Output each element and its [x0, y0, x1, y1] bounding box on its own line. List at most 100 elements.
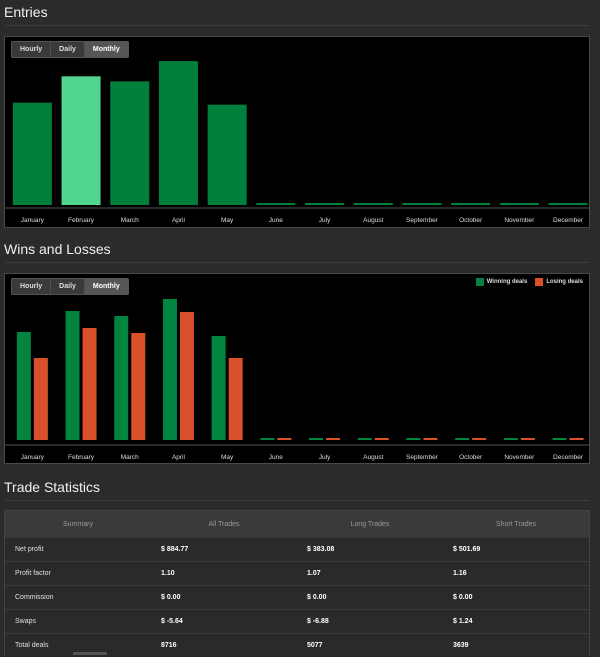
row-label: Commission — [5, 586, 151, 610]
tick-label-march: March — [121, 217, 139, 224]
win-bar-february — [66, 311, 80, 440]
bar-march — [110, 81, 149, 205]
loss-bar-march — [131, 333, 145, 440]
row-label: Swaps — [5, 610, 151, 634]
cell-short: $ 0.00 — [443, 586, 589, 610]
table-row: Commission $ 0.00 $ 0.00 $ 0.00 — [5, 586, 589, 610]
divider — [4, 500, 590, 501]
cell-short: 3639 — [443, 634, 589, 657]
cell-long: 1.07 — [297, 562, 443, 586]
tick-label-june: June — [269, 217, 283, 224]
cell-all: $ 884.77 — [151, 538, 297, 562]
row-label: Profit factor — [5, 562, 151, 586]
loss-bar-may — [229, 358, 243, 440]
tick-label-july: July — [319, 217, 331, 224]
tick-label-april: April — [172, 454, 186, 461]
tick-label-november: November — [504, 454, 535, 461]
loss-bar-november — [521, 438, 535, 440]
tick-label-january: January — [21, 217, 45, 224]
divider — [4, 25, 590, 26]
bar-february — [62, 76, 101, 205]
cell-long: $ 0.00 — [297, 586, 443, 610]
win-bar-march — [114, 316, 128, 440]
cell-all: 1.10 — [151, 562, 297, 586]
table-row: Profit factor 1.10 1.07 1.16 — [5, 562, 589, 586]
win-bar-august — [358, 438, 372, 440]
loss-bar-december — [570, 438, 584, 440]
wins-losses-bar-chart: January February March April May June July Augu… — [5, 274, 589, 463]
cell-short: $ 501.69 — [443, 538, 589, 562]
cell-long: 5077 — [297, 634, 443, 657]
bar-september — [402, 203, 441, 205]
bar-january — [13, 103, 52, 205]
cell-all: $ 0.00 — [151, 586, 297, 610]
trade-statistics-table: Summary All Trades Long Trades Short Tra… — [5, 511, 589, 657]
win-bar-january — [17, 332, 31, 440]
wins-losses-title: Wins and Losses — [4, 241, 111, 257]
bar-june — [256, 203, 295, 205]
tick-label-august: August — [363, 454, 383, 461]
bar-august — [354, 203, 393, 205]
tick-label-october: October — [459, 217, 483, 224]
tick-label-august: August — [363, 217, 383, 224]
table-header-row: Summary All Trades Long Trades Short Tra… — [5, 511, 589, 538]
win-bar-november — [504, 438, 518, 440]
loss-bar-july — [326, 438, 340, 440]
loss-bar-january — [34, 358, 48, 440]
trade-statistics-title: Trade Statistics — [4, 479, 100, 495]
tick-label-september: September — [406, 217, 439, 224]
tick-label-december: December — [553, 454, 584, 461]
win-bar-may — [212, 336, 226, 440]
win-bar-june — [260, 438, 274, 440]
bar-july — [305, 203, 344, 205]
tick-label-march: March — [121, 454, 139, 461]
tick-label-june: June — [269, 454, 283, 461]
win-bar-july — [309, 438, 323, 440]
header-short-trades: Short Trades — [443, 511, 589, 538]
win-bar-december — [553, 438, 567, 440]
table-row: Net profit $ 884.77 $ 383.08 $ 501.69 — [5, 538, 589, 562]
tick-label-may: May — [221, 454, 234, 461]
cell-long: $ -6.88 — [297, 610, 443, 634]
row-label: Net profit — [5, 538, 151, 562]
loss-bar-october — [472, 438, 486, 440]
table-row: Swaps $ -5.64 $ -6.88 $ 1.24 — [5, 610, 589, 634]
tick-label-may: May — [221, 217, 234, 224]
tick-label-october: October — [459, 454, 483, 461]
loss-bar-april — [180, 312, 194, 440]
trade-statistics-panel: Summary All Trades Long Trades Short Tra… — [4, 510, 590, 656]
cell-all: $ -5.64 — [151, 610, 297, 634]
tick-label-december: December — [553, 217, 584, 224]
win-bar-september — [406, 438, 420, 440]
loss-bar-june — [277, 438, 291, 440]
divider — [4, 262, 590, 263]
loss-bar-september — [423, 438, 437, 440]
loss-bar-february — [83, 328, 97, 440]
bar-october — [451, 203, 490, 205]
tick-label-february: February — [68, 217, 95, 224]
tick-label-april: April — [172, 217, 186, 224]
cell-all: 8716 — [151, 634, 297, 657]
tick-label-july: July — [319, 454, 331, 461]
entries-title: Entries — [4, 4, 48, 20]
win-bar-october — [455, 438, 469, 440]
cell-short: $ 1.24 — [443, 610, 589, 634]
header-long-trades: Long Trades — [297, 511, 443, 538]
tick-label-november: November — [504, 217, 535, 224]
tick-label-september: September — [406, 454, 439, 461]
header-summary: Summary — [5, 511, 151, 538]
bar-april — [159, 61, 198, 205]
horizontal-scrollbar[interactable] — [73, 652, 107, 655]
bar-may — [208, 105, 247, 205]
header-all-trades: All Trades — [151, 511, 297, 538]
tick-label-january: January — [21, 454, 45, 461]
cell-long: $ 383.08 — [297, 538, 443, 562]
win-bar-april — [163, 299, 177, 440]
tick-label-february: February — [68, 454, 95, 461]
bar-november — [500, 203, 539, 205]
entries-bar-chart: January February March April May June July Augu… — [5, 37, 589, 227]
loss-bar-august — [375, 438, 389, 440]
cell-short: 1.16 — [443, 562, 589, 586]
